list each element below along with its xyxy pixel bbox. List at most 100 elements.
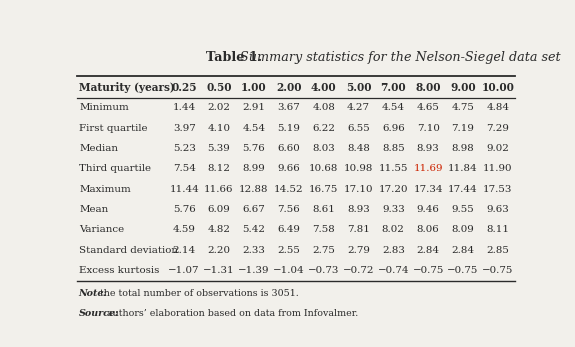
Text: 8.12: 8.12	[208, 164, 231, 174]
Text: 3.67: 3.67	[277, 103, 300, 112]
Text: 4.65: 4.65	[417, 103, 439, 112]
Text: 5.19: 5.19	[277, 124, 300, 133]
Text: −0.73: −0.73	[308, 266, 339, 275]
Text: 8.00: 8.00	[415, 82, 441, 93]
Text: 9.46: 9.46	[417, 205, 439, 214]
Text: 2.79: 2.79	[347, 246, 370, 255]
Text: 9.02: 9.02	[486, 144, 509, 153]
Text: 5.23: 5.23	[172, 144, 196, 153]
Text: 10.98: 10.98	[344, 164, 373, 174]
Text: 2.20: 2.20	[208, 246, 231, 255]
Text: 4.27: 4.27	[347, 103, 370, 112]
Text: 14.52: 14.52	[274, 185, 304, 194]
Text: 2.55: 2.55	[277, 246, 300, 255]
Text: 8.02: 8.02	[382, 226, 405, 235]
Text: 9.33: 9.33	[382, 205, 405, 214]
Text: 17.10: 17.10	[344, 185, 373, 194]
Text: 8.85: 8.85	[382, 144, 405, 153]
Text: 4.54: 4.54	[242, 124, 265, 133]
Text: Mean: Mean	[79, 205, 108, 214]
Text: 7.00: 7.00	[381, 82, 406, 93]
Text: 2.84: 2.84	[417, 246, 440, 255]
Text: 3.97: 3.97	[172, 124, 196, 133]
Text: −0.75: −0.75	[412, 266, 444, 275]
Text: 4.10: 4.10	[208, 124, 231, 133]
Text: Excess kurtosis: Excess kurtosis	[79, 266, 159, 275]
Text: 4.82: 4.82	[208, 226, 231, 235]
Text: −1.07: −1.07	[168, 266, 200, 275]
Text: 8.99: 8.99	[243, 164, 265, 174]
Text: −0.72: −0.72	[343, 266, 374, 275]
Text: 6.55: 6.55	[347, 124, 370, 133]
Text: 11.44: 11.44	[169, 185, 199, 194]
Text: 16.75: 16.75	[309, 185, 338, 194]
Text: 17.20: 17.20	[378, 185, 408, 194]
Text: 7.19: 7.19	[451, 124, 474, 133]
Text: 4.84: 4.84	[486, 103, 509, 112]
Text: 17.34: 17.34	[413, 185, 443, 194]
Text: 12.88: 12.88	[239, 185, 269, 194]
Text: 5.42: 5.42	[242, 226, 265, 235]
Text: 2.83: 2.83	[382, 246, 405, 255]
Text: 8.11: 8.11	[486, 226, 509, 235]
Text: 1.00: 1.00	[241, 82, 267, 93]
Text: 11.90: 11.90	[483, 164, 512, 174]
Text: the total number of observations is 3051.: the total number of observations is 3051…	[97, 289, 299, 298]
Text: Source:: Source:	[79, 309, 119, 318]
Text: 4.59: 4.59	[172, 226, 196, 235]
Text: 2.33: 2.33	[243, 246, 265, 255]
Text: 8.48: 8.48	[347, 144, 370, 153]
Text: 2.14: 2.14	[172, 246, 196, 255]
Text: 5.39: 5.39	[208, 144, 231, 153]
Text: 5.00: 5.00	[346, 82, 371, 93]
Text: 8.03: 8.03	[312, 144, 335, 153]
Text: 4.54: 4.54	[382, 103, 405, 112]
Text: 4.00: 4.00	[310, 82, 336, 93]
Text: 10.68: 10.68	[309, 164, 338, 174]
Text: 4.08: 4.08	[312, 103, 335, 112]
Text: 2.85: 2.85	[486, 246, 509, 255]
Text: 5.76: 5.76	[243, 144, 265, 153]
Text: 5.76: 5.76	[172, 205, 196, 214]
Text: 2.84: 2.84	[451, 246, 474, 255]
Text: Standard deviation: Standard deviation	[79, 246, 178, 255]
Text: Table 1.: Table 1.	[206, 51, 262, 64]
Text: 7.58: 7.58	[312, 226, 335, 235]
Text: 11.84: 11.84	[448, 164, 478, 174]
Text: 6.67: 6.67	[243, 205, 265, 214]
Text: 6.49: 6.49	[277, 226, 300, 235]
Text: 7.54: 7.54	[172, 164, 196, 174]
Text: −0.74: −0.74	[378, 266, 409, 275]
Text: 4.75: 4.75	[451, 103, 474, 112]
Text: Maturity (years): Maturity (years)	[79, 82, 175, 93]
Text: 7.56: 7.56	[277, 205, 300, 214]
Text: 10.00: 10.00	[481, 82, 514, 93]
Text: 1.44: 1.44	[172, 103, 196, 112]
Text: 9.63: 9.63	[486, 205, 509, 214]
Text: −1.39: −1.39	[238, 266, 270, 275]
Text: 8.09: 8.09	[451, 226, 474, 235]
Text: 8.61: 8.61	[312, 205, 335, 214]
Text: 8.93: 8.93	[347, 205, 370, 214]
Text: 7.10: 7.10	[417, 124, 439, 133]
Text: 0.50: 0.50	[206, 82, 232, 93]
Text: 17.44: 17.44	[448, 185, 478, 194]
Text: 0.25: 0.25	[171, 82, 197, 93]
Text: 2.75: 2.75	[312, 246, 335, 255]
Text: 6.09: 6.09	[208, 205, 231, 214]
Text: First quartile: First quartile	[79, 124, 148, 133]
Text: Summary statistics for the Nelson-Siegel data set: Summary statistics for the Nelson-Siegel…	[236, 51, 561, 64]
Text: Variance: Variance	[79, 226, 124, 235]
Text: 8.93: 8.93	[417, 144, 439, 153]
Text: 9.00: 9.00	[450, 82, 476, 93]
Text: 9.66: 9.66	[277, 164, 300, 174]
Text: 6.22: 6.22	[312, 124, 335, 133]
Text: −0.75: −0.75	[447, 266, 478, 275]
Text: 7.81: 7.81	[347, 226, 370, 235]
Text: Median: Median	[79, 144, 118, 153]
Text: 11.66: 11.66	[204, 185, 234, 194]
Text: −0.75: −0.75	[482, 266, 513, 275]
Text: −1.04: −1.04	[273, 266, 305, 275]
Text: authors’ elaboration based on data from Infovalmer.: authors’ elaboration based on data from …	[104, 309, 358, 318]
Text: 2.00: 2.00	[276, 82, 301, 93]
